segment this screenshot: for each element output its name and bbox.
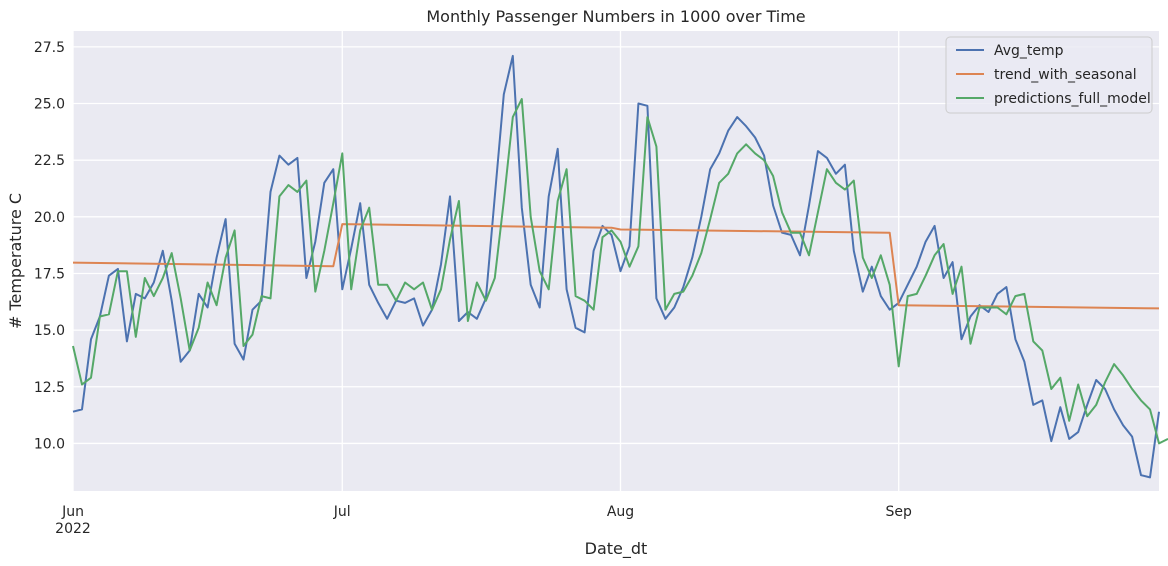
x-tick-label: Sep — [886, 504, 913, 520]
series-line-trend-with-seasonal — [72, 223, 1160, 310]
legend-label: trend_with_seasonal — [994, 67, 1137, 83]
y-tick-label: 17.5 — [34, 266, 65, 282]
y-tick-label: 10.0 — [34, 436, 65, 452]
x-tick-sublabel: 2022 — [55, 521, 91, 537]
series-line-predictions-full-model — [72, 98, 1168, 445]
y-tick-label: 20.0 — [34, 210, 65, 226]
legend: Avg_temp trend_with_seasonal predictions_f… — [945, 36, 1153, 114]
y-tick-label: 22.5 — [34, 153, 65, 169]
x-tick-label: Jun — [61, 504, 84, 520]
y-tick-label: 12.5 — [34, 380, 65, 396]
x-tick-label: Aug — [607, 504, 634, 520]
y-tick-label: 15.0 — [34, 323, 65, 339]
chart-title: Monthly Passenger Numbers in 1000 over T… — [426, 7, 805, 26]
y-ticks: 10.0 12.5 15.0 17.5 20.0 22.5 25.0 27.5 — [34, 40, 65, 453]
legend-label: Avg_temp — [994, 43, 1064, 59]
series-layer — [72, 54, 1168, 479]
x-axis-label: Date_dt — [585, 539, 648, 559]
y-tick-label: 27.5 — [34, 40, 65, 56]
x-tick-label: Jul — [333, 504, 351, 520]
legend-label: predictions_full_model — [994, 91, 1151, 107]
legend-box — [945, 36, 1153, 114]
y-tick-label: 25.0 — [34, 97, 65, 113]
y-axis-label: # Temperature C — [6, 193, 25, 329]
